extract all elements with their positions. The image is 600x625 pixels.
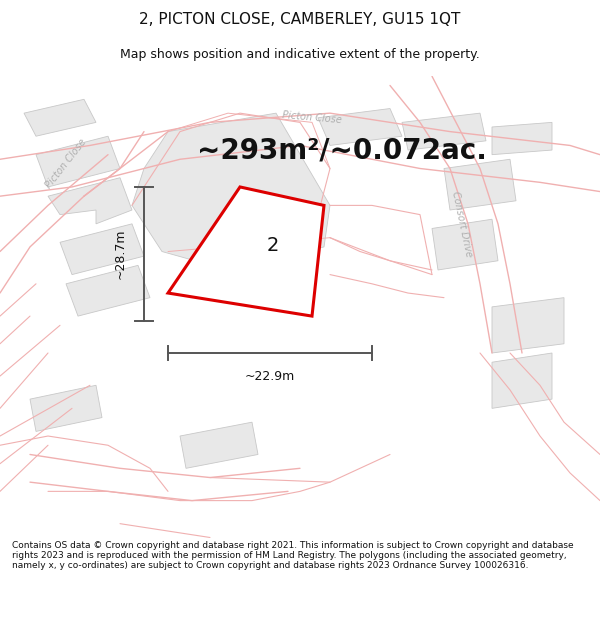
Polygon shape [132, 113, 330, 270]
Polygon shape [168, 187, 324, 316]
Polygon shape [24, 99, 96, 136]
Text: ~293m²/~0.072ac.: ~293m²/~0.072ac. [197, 136, 487, 164]
Text: Contains OS data © Crown copyright and database right 2021. This information is : Contains OS data © Crown copyright and d… [12, 541, 574, 571]
Text: ~22.9m: ~22.9m [245, 369, 295, 382]
Polygon shape [402, 113, 486, 150]
Text: ~28.7m: ~28.7m [113, 229, 127, 279]
Text: Picton Close: Picton Close [44, 138, 88, 191]
Polygon shape [36, 136, 120, 187]
Polygon shape [492, 298, 564, 353]
Polygon shape [492, 353, 552, 408]
Text: 2, PICTON CLOSE, CAMBERLEY, GU15 1QT: 2, PICTON CLOSE, CAMBERLEY, GU15 1QT [139, 11, 461, 26]
Text: 2: 2 [267, 236, 279, 255]
Text: Consort Drive: Consort Drive [450, 190, 474, 258]
Polygon shape [432, 219, 498, 270]
Polygon shape [60, 224, 144, 274]
Polygon shape [318, 109, 402, 146]
Text: Picton Close: Picton Close [282, 110, 342, 126]
Polygon shape [30, 385, 102, 431]
Polygon shape [180, 422, 258, 468]
Polygon shape [48, 177, 132, 224]
Text: Map shows position and indicative extent of the property.: Map shows position and indicative extent… [120, 48, 480, 61]
Polygon shape [492, 122, 552, 154]
Polygon shape [444, 159, 516, 210]
Polygon shape [66, 266, 150, 316]
